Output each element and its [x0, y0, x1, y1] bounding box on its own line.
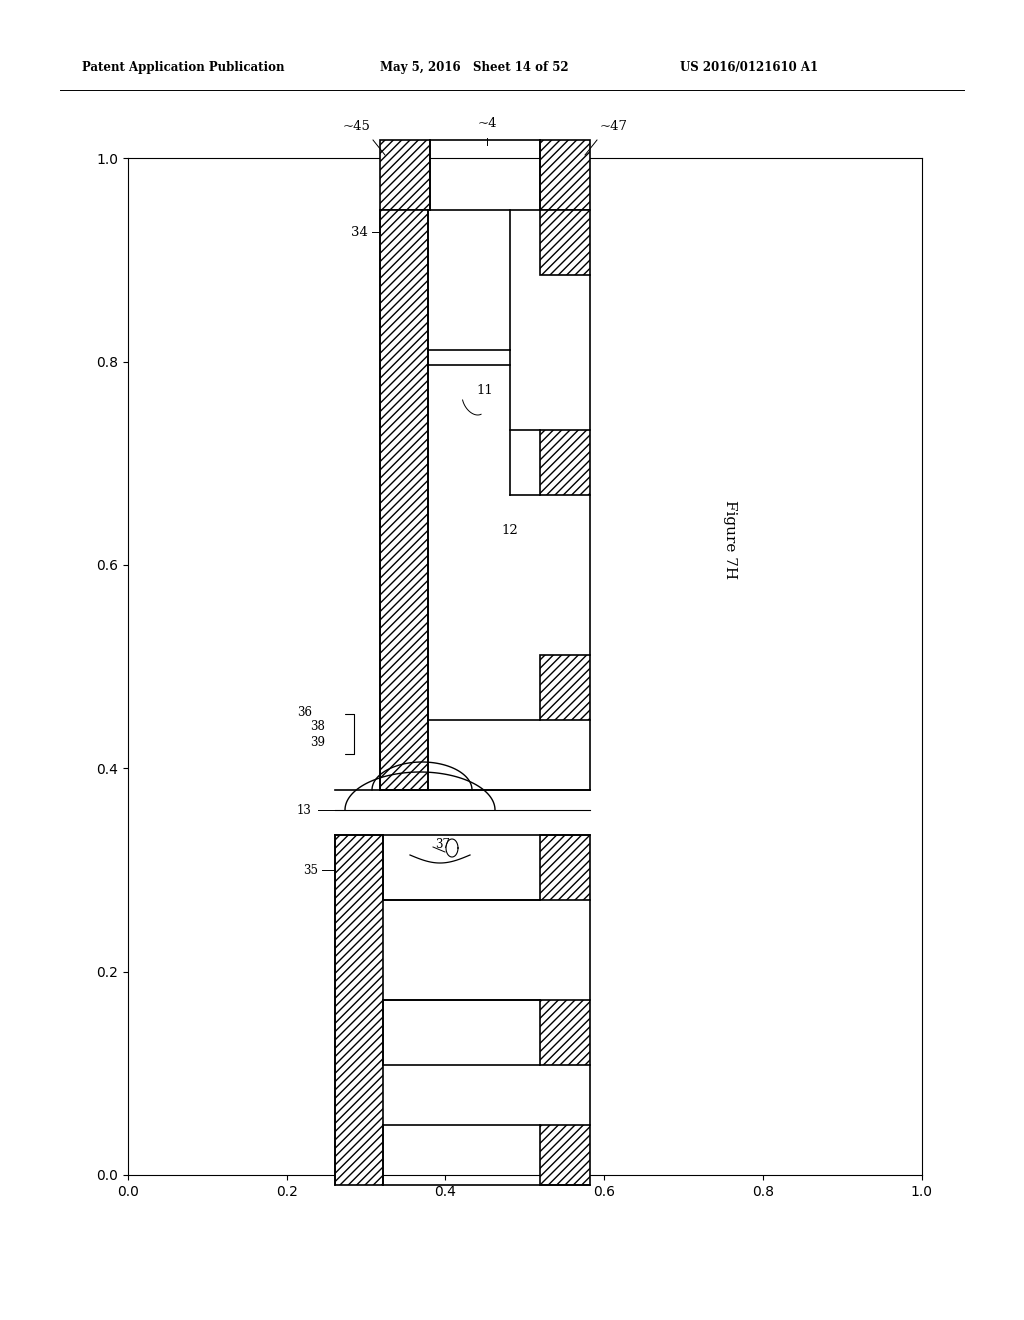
Text: US 2016/0121610 A1: US 2016/0121610 A1 [680, 62, 818, 74]
Text: ~4: ~4 [477, 117, 497, 129]
Bar [540, 140, 590, 210]
Bar [540, 1125, 590, 1185]
Text: May 5, 2016   Sheet 14 of 52: May 5, 2016 Sheet 14 of 52 [380, 62, 568, 74]
Text: 13: 13 [297, 804, 312, 817]
Bar [380, 210, 428, 789]
Text: 35: 35 [303, 863, 318, 876]
Text: 36: 36 [297, 705, 312, 718]
Bar [380, 140, 430, 210]
Bar [540, 430, 590, 495]
Text: Figure 7H: Figure 7H [723, 500, 737, 579]
Text: 12: 12 [502, 524, 518, 536]
Bar [335, 836, 383, 1185]
Bar [540, 655, 590, 719]
Text: 39: 39 [310, 735, 325, 748]
Text: 38: 38 [310, 719, 325, 733]
Text: ~47: ~47 [600, 120, 628, 133]
Text: Patent Application Publication: Patent Application Publication [82, 62, 285, 74]
Text: 37: 37 [435, 838, 450, 851]
Text: 11: 11 [476, 384, 493, 396]
Text: 34: 34 [351, 226, 368, 239]
Text: ~45: ~45 [342, 120, 370, 133]
Bar [540, 1001, 590, 1065]
Bar [540, 210, 590, 275]
Bar [540, 836, 590, 900]
